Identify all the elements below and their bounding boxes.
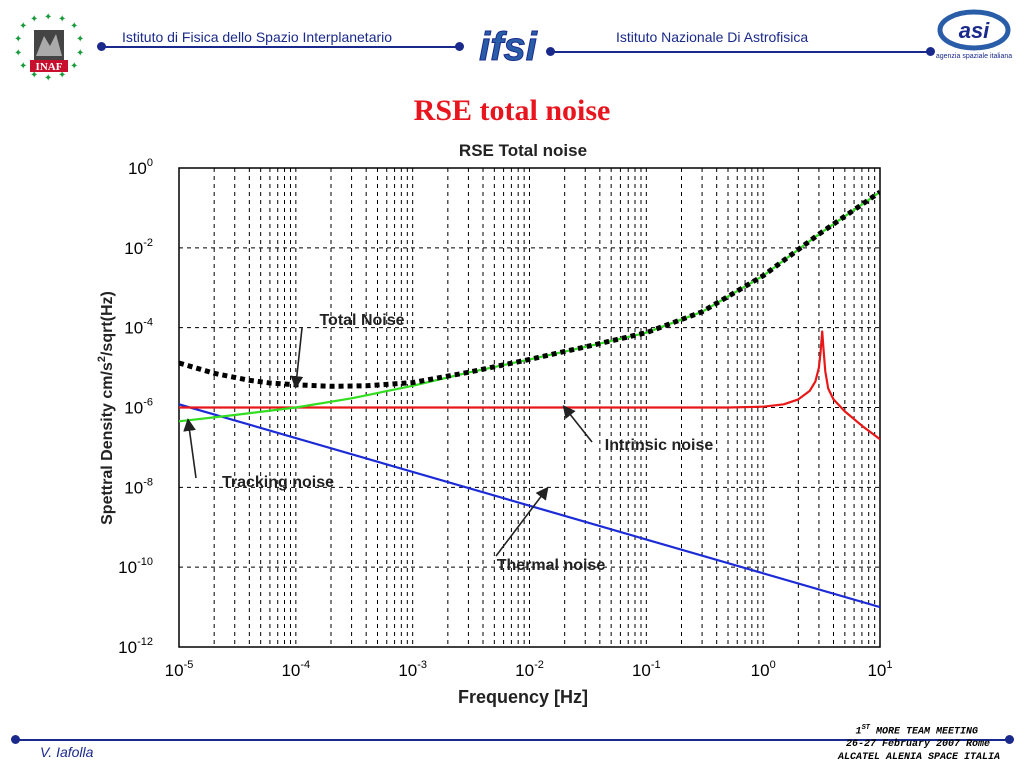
series-line-0 <box>179 403 880 609</box>
y-tick-label-5-exp: -10 <box>137 556 153 568</box>
y-tick-label-4: 10-8 <box>124 476 153 497</box>
annotation-label-1: Intrinsic noise <box>605 437 714 454</box>
y-tick-label-6-base: 10 <box>118 638 137 657</box>
x-tick-label-4: 10-1 <box>632 659 661 680</box>
series-line-1 <box>179 330 880 441</box>
svg-text:✦: ✦ <box>58 14 66 25</box>
header-left-line <box>101 46 461 48</box>
footer-meeting-prefix: 1 <box>855 726 862 738</box>
x-tick-label-3-base: 10 <box>515 661 534 680</box>
footer-meeting: 1ST MORE TEAM MEETING <box>856 724 978 737</box>
svg-text:✦: ✦ <box>30 14 38 25</box>
annotation-arrow-0 <box>290 327 304 389</box>
y-tick-label-3: 10-6 <box>124 397 153 418</box>
header-left-dot-end <box>455 42 464 51</box>
x-tick-label-1-exp: -4 <box>300 659 310 671</box>
svg-text:✦: ✦ <box>30 70 38 81</box>
y-axis-label-part-1: Spettral Density cm/s <box>99 362 116 525</box>
y-tick-label-2: 10-4 <box>124 317 153 338</box>
x-tick-label-2-exp: -3 <box>417 659 427 671</box>
footer-date-place: 26-27 February 2007 Rome <box>845 739 990 750</box>
x-tick-label-6: 101 <box>867 659 892 680</box>
x-tick-label-6-base: 10 <box>867 661 886 680</box>
asi-logo-subtext: agenzia spaziale italiana <box>936 53 1012 60</box>
x-tick-label-2: 10-3 <box>398 659 427 680</box>
svg-text:✦: ✦ <box>44 12 52 23</box>
svg-text:✦: ✦ <box>14 48 22 59</box>
annotation-arrow-1 <box>562 404 593 443</box>
y-axis-label: Spettral Density cm/s2/sqrt(Hz) <box>96 291 116 525</box>
x-tick-label-3: 10-2 <box>515 659 544 680</box>
x-tick-label-4-base: 10 <box>632 661 651 680</box>
svg-text:✦: ✦ <box>76 34 84 45</box>
svg-text:✦: ✦ <box>14 34 22 45</box>
x-tick-label-1-base: 10 <box>281 661 300 680</box>
y-axis-label-sup: 2 <box>96 356 108 362</box>
slide-title: RSE total noise <box>413 94 611 127</box>
y-tick-label-1-base: 10 <box>124 239 143 258</box>
y-tick-label-3-base: 10 <box>124 399 143 418</box>
footer-meeting-sup: ST <box>861 724 870 732</box>
x-axis-label: Frequency [Hz] <box>458 687 588 707</box>
annotation-label-0: Total Noise <box>319 312 404 329</box>
y-tick-label-5: 10-10 <box>118 556 153 577</box>
annotation-arrow-2 <box>183 418 197 479</box>
footer-company: ALCATEL ALENIA SPACE ITALIA <box>837 752 1000 763</box>
annotation-label-3: Thermal noise <box>497 557 606 574</box>
inaf-logo-text: INAF <box>36 61 63 73</box>
svg-text:✦: ✦ <box>76 48 84 59</box>
svg-text:✦: ✦ <box>19 61 27 72</box>
y-tick-label-2-exp: -4 <box>143 317 153 329</box>
x-tick-label-0-base: 10 <box>165 661 184 680</box>
footer-meeting-suffix: MORE TEAM MEETING <box>869 726 978 738</box>
header-right-dot-end <box>926 47 935 56</box>
x-tick-label-1: 10-4 <box>281 659 310 680</box>
y-tick-label-4-base: 10 <box>124 478 143 497</box>
svg-text:✦: ✦ <box>70 21 78 32</box>
asi-logo: asi agenzia spaziale italiana <box>934 8 1014 70</box>
chart-title: RSE Total noise <box>459 141 587 160</box>
footer-author: V. Iafolla <box>40 744 94 760</box>
inaf-logo: ✦ ✦ ✦ ✦ ✦ ✦ ✦ ✦ ✦ ✦ ✦ ✦ ✦ ✦ INAF <box>14 12 86 88</box>
svg-text:✦: ✦ <box>19 21 27 32</box>
x-tick-label-0-exp: -5 <box>184 659 194 671</box>
y-tick-label-4-exp: -8 <box>143 476 153 488</box>
x-tick-label-2-base: 10 <box>398 661 417 680</box>
x-tick-label-5-base: 10 <box>751 661 770 680</box>
header-right-institute: Istituto Nazionale Di Astrofisica <box>616 29 809 45</box>
x-tick-label-5-exp: 0 <box>770 659 776 671</box>
x-tick-label-5: 100 <box>751 659 776 680</box>
x-tick-label-3-exp: -2 <box>534 659 544 671</box>
footer-dot-end <box>1005 735 1014 744</box>
y-tick-label-0-base: 10 <box>128 159 147 178</box>
y-tick-label-0-exp: 0 <box>147 157 153 169</box>
y-tick-label-1: 10-2 <box>124 237 153 258</box>
y-tick-label-2-base: 10 <box>124 319 143 338</box>
y-tick-label-6-exp: -12 <box>137 636 153 648</box>
header-left-institute: Istituto di Fisica dello Spazio Interpla… <box>122 29 393 45</box>
asi-logo-text: asi <box>959 18 990 43</box>
y-tick-label-1-exp: -2 <box>143 237 153 249</box>
svg-text:✦: ✦ <box>44 73 52 84</box>
y-tick-label-5-base: 10 <box>118 558 137 577</box>
annotation-arrow-3 <box>495 486 549 557</box>
x-tick-label-4-exp: -1 <box>651 659 661 671</box>
series-line-3 <box>179 189 880 389</box>
annotation-label-2: Tracking noise <box>222 474 334 491</box>
y-axis-label-part-2: /sqrt(Hz) <box>99 291 116 356</box>
y-tick-label-0: 100 <box>128 157 153 178</box>
y-tick-label-3-exp: -6 <box>143 397 153 409</box>
ifsi-logo-text: ifsi <box>479 25 538 69</box>
svg-text:✦: ✦ <box>58 70 66 81</box>
x-tick-label-6-exp: 1 <box>886 659 892 671</box>
svg-text:✦: ✦ <box>70 61 78 72</box>
x-tick-label-0: 10-5 <box>165 659 194 680</box>
header-right-line <box>550 51 930 53</box>
y-tick-label-6: 10-12 <box>118 636 153 657</box>
footer-line <box>15 739 1013 741</box>
ifsi-logo: ifsi <box>476 20 540 70</box>
